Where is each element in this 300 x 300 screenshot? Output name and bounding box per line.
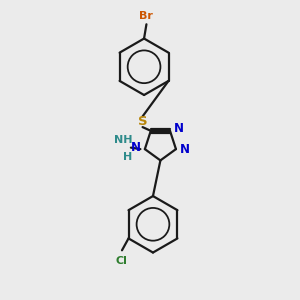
Text: Br: Br xyxy=(140,11,153,21)
Text: N: N xyxy=(180,143,190,157)
Text: Cl: Cl xyxy=(115,256,127,266)
Text: H: H xyxy=(123,152,133,162)
Text: N: N xyxy=(131,141,141,154)
Text: S: S xyxy=(138,115,147,128)
Text: NH: NH xyxy=(114,135,132,145)
Text: N: N xyxy=(174,122,184,135)
